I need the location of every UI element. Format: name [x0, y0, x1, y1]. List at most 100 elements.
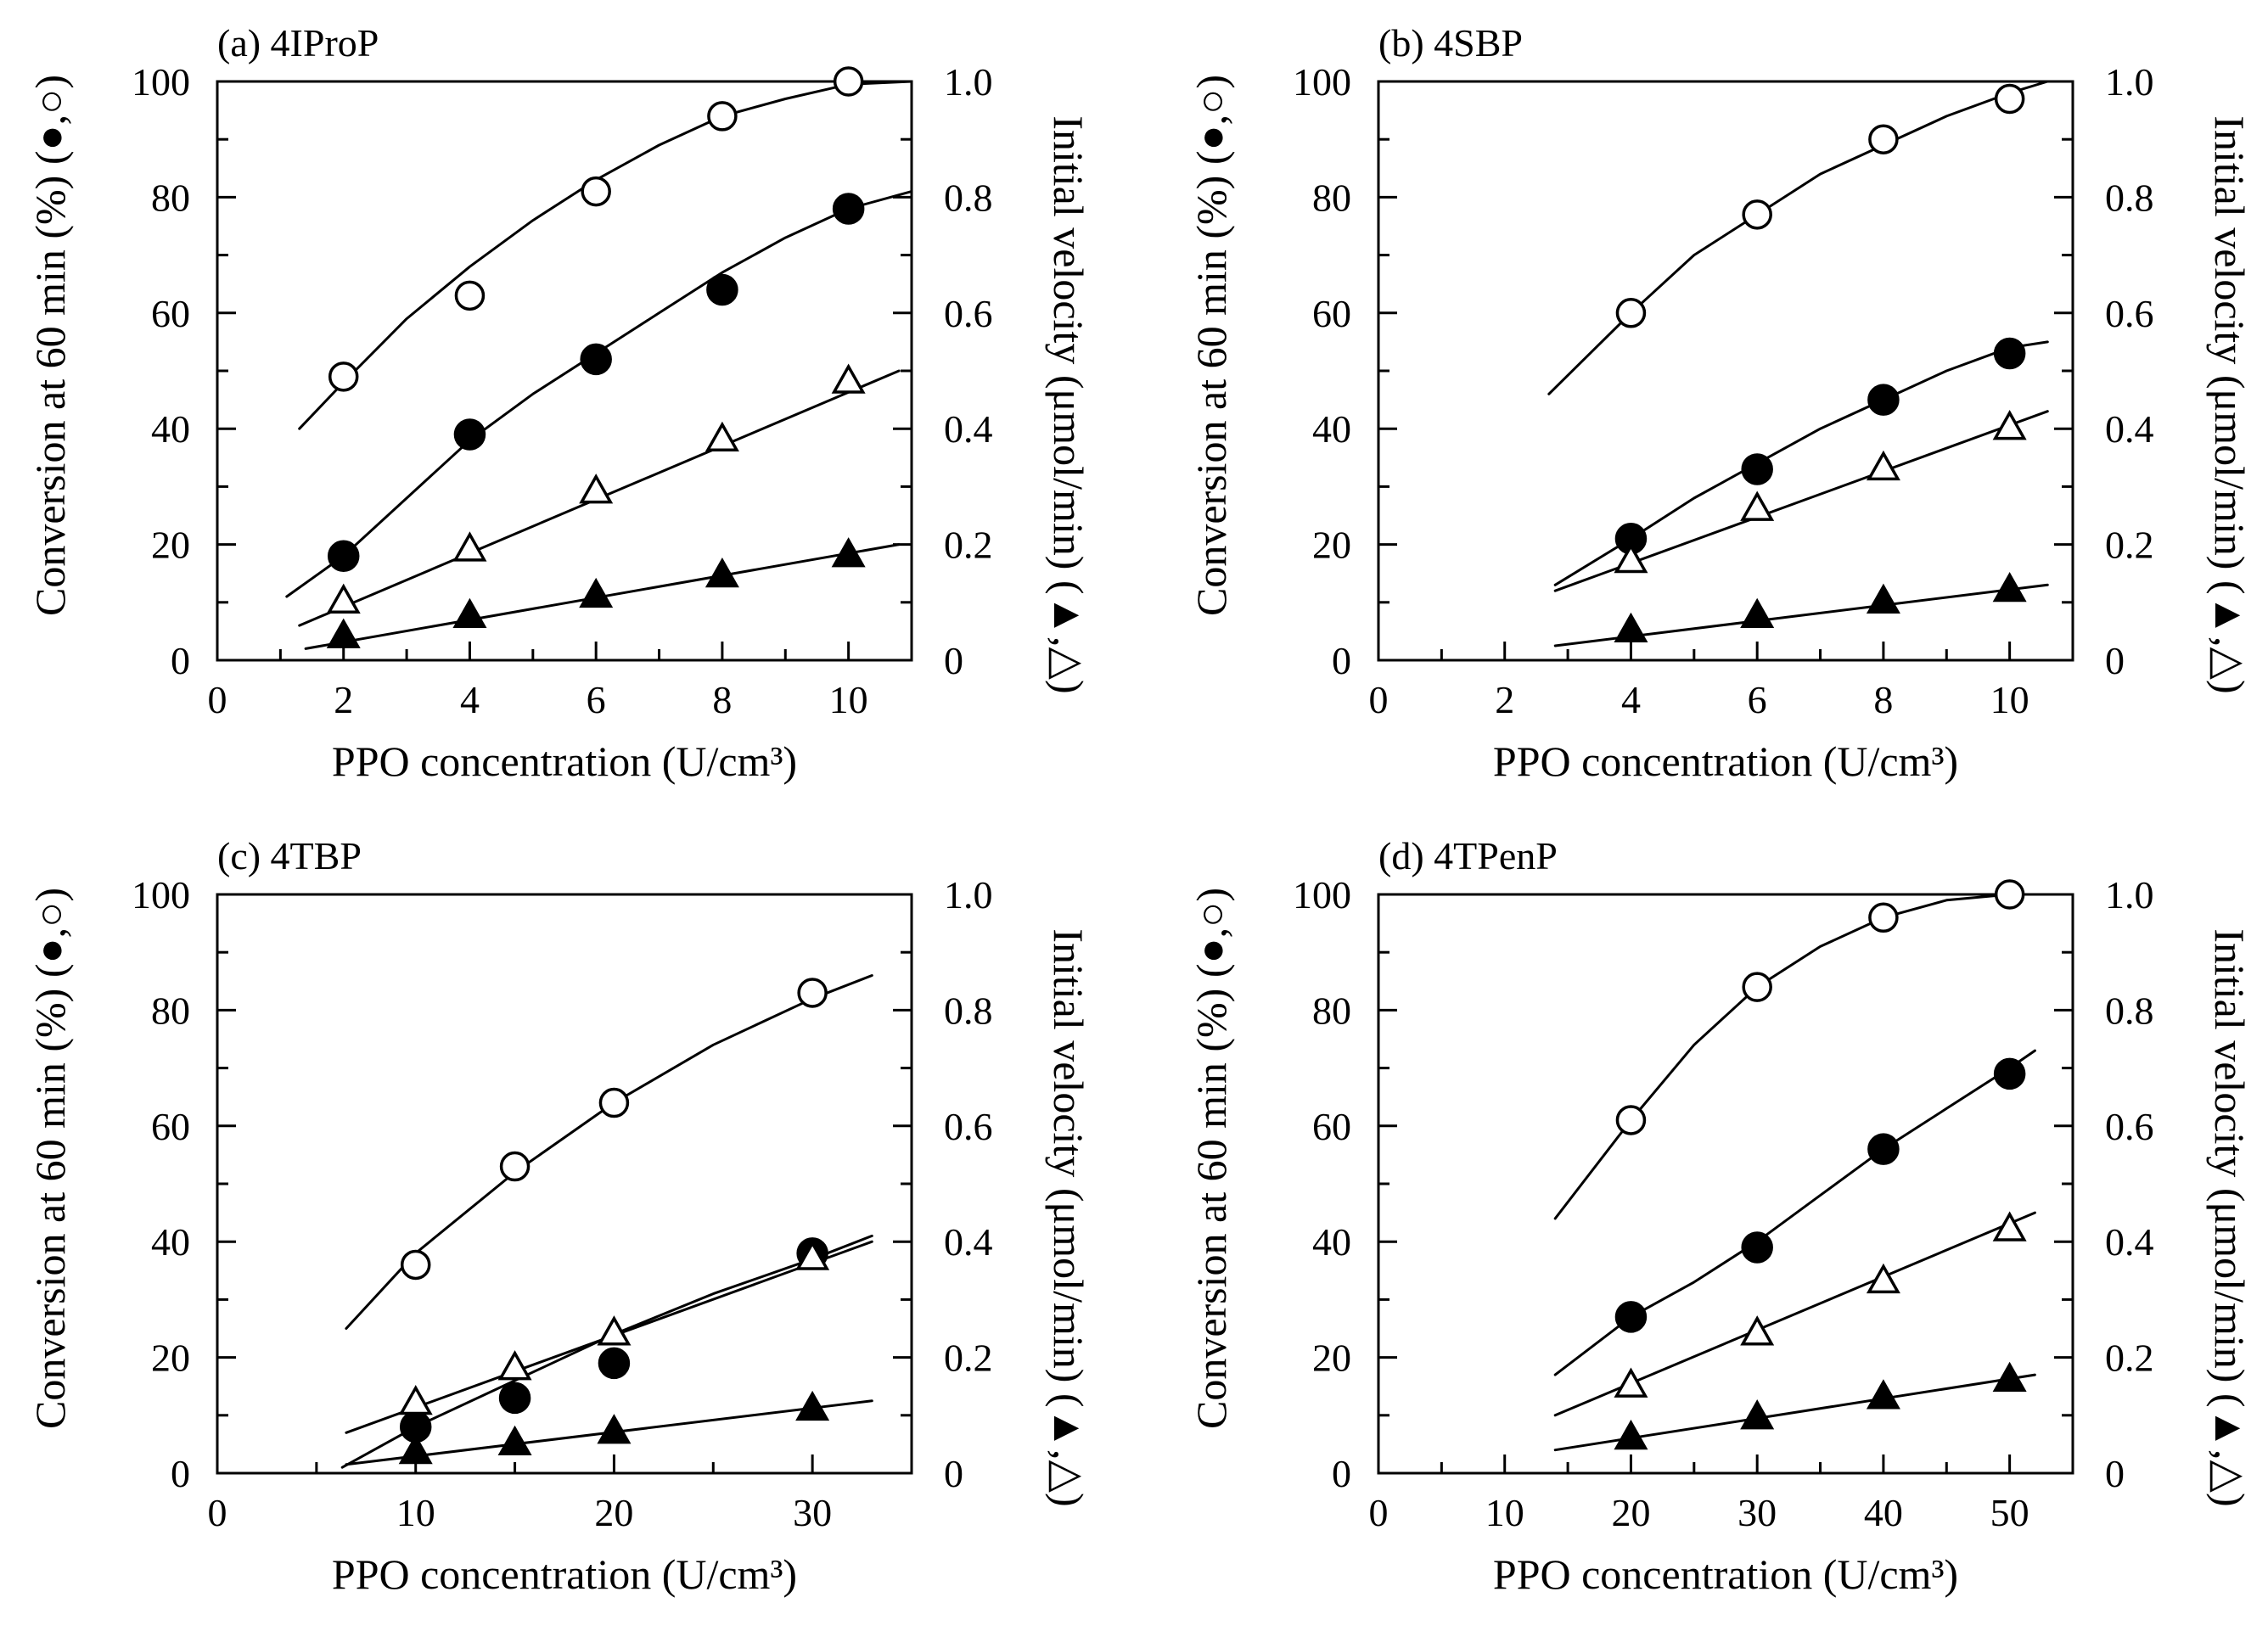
- x-tick-label: 2: [334, 678, 353, 721]
- data-point-open-triangle: [1992, 1211, 2027, 1241]
- y-left-tick-label: 0: [1332, 639, 1351, 682]
- x-tick-label: 0: [208, 678, 227, 721]
- x-axis-label: PPO concentration (U/cm³): [332, 737, 797, 785]
- x-tick-label: 6: [587, 678, 606, 721]
- y-left-tick-label: 60: [1312, 292, 1351, 335]
- y-right-tick-label: 0.8: [944, 176, 993, 219]
- data-point-open-triangle: [452, 531, 487, 562]
- y-left-tick-label: 40: [1312, 1220, 1351, 1264]
- panel-title: (a) 4IProP: [217, 21, 379, 64]
- panel-title: (b) 4SBP: [1378, 21, 1523, 64]
- y-right-axis-label: Initial velocity (μmol/min) (▲,△): [1045, 928, 1092, 1506]
- y-left-tick-label: 60: [151, 1105, 190, 1148]
- data-point-open-circle: [1994, 879, 2025, 910]
- y-left-tick-label: 0: [1332, 1452, 1351, 1495]
- y-right-tick-label: 0.8: [2105, 176, 2154, 219]
- data-point-filled-triangle: [398, 1433, 433, 1465]
- data-point-open-triangle: [1866, 450, 1900, 481]
- y-right-tick-label: 0: [2105, 639, 2125, 682]
- y-left-tick-label: 20: [151, 1337, 190, 1380]
- data-point-open-triangle: [1614, 542, 1648, 574]
- data-point-filled-circle: [1614, 1301, 1648, 1333]
- y-left-tick-label: 20: [151, 524, 190, 567]
- y-right-tick-label: 0.2: [944, 524, 993, 567]
- data-point-open-triangle: [1992, 410, 2027, 440]
- y-right-tick-label: 0: [944, 639, 963, 682]
- y-right-tick-label: 1.0: [2105, 873, 2154, 916]
- data-point-open-circle: [400, 1249, 431, 1281]
- data-point-open-circle: [1868, 124, 1899, 154]
- y-left-tick-label: 80: [151, 176, 190, 219]
- data-point-open-triangle: [1614, 1367, 1648, 1398]
- data-point-open-circle: [1868, 902, 1899, 933]
- data-point-open-triangle: [795, 1240, 830, 1270]
- y-right-tick-label: 0.2: [2105, 1337, 2154, 1380]
- y-right-tick-label: 0.6: [2105, 292, 2154, 335]
- fit-line-open-circle: [1547, 80, 2049, 395]
- data-point-filled-triangle: [452, 597, 487, 628]
- x-tick-label: 4: [460, 678, 480, 721]
- fit-line-filled-circle: [1553, 340, 2049, 586]
- x-tick-label: 10: [1485, 1491, 1524, 1534]
- x-tick-label: 30: [1737, 1491, 1777, 1534]
- data-point-open-circle: [1742, 199, 1772, 230]
- data-point-open-triangle: [497, 1350, 532, 1381]
- data-point-filled-circle: [1741, 1231, 1773, 1264]
- data-point-open-triangle: [597, 1315, 632, 1346]
- data-point-filled-circle: [1867, 1133, 1900, 1165]
- data-point-open-triangle: [1740, 490, 1775, 521]
- data-point-open-circle: [1994, 83, 2025, 115]
- x-tick-label: 40: [1864, 1491, 1903, 1534]
- data-point-open-circle: [328, 362, 359, 392]
- data-point-filled-triangle: [1614, 1419, 1648, 1450]
- y-right-axis-label: Initial velocity (μmol/min) (▲,△): [2206, 928, 2254, 1506]
- x-tick-label: 10: [396, 1491, 435, 1534]
- y-right-tick-label: 0.6: [944, 1105, 993, 1148]
- y-left-axis-label: Conversion at 60 min (%) (●,○): [1187, 888, 1235, 1429]
- data-point-filled-triangle: [705, 557, 739, 588]
- x-tick-label: 2: [1495, 678, 1514, 721]
- y-left-tick-label: 80: [151, 989, 190, 1032]
- chart-panel-3: 0 10 20 30 0 20 40 60 80 100 0 0.2 0.4 0.6 0.8 1.0 (c) 4…: [26, 834, 1092, 1598]
- data-point-filled-circle: [1993, 337, 2026, 370]
- data-point-open-circle: [833, 66, 864, 97]
- data-point-filled-triangle: [1992, 1361, 2027, 1393]
- data-point-open-circle: [499, 1151, 531, 1182]
- y-left-tick-label: 40: [151, 407, 190, 451]
- y-right-tick-label: 0.4: [2105, 407, 2154, 451]
- y-left-tick-label: 80: [1312, 176, 1351, 219]
- y-left-axis-label: Conversion at 60 min (%) (●,○): [26, 888, 74, 1429]
- data-point-open-circle: [598, 1087, 630, 1118]
- data-point-filled-circle: [1867, 384, 1900, 416]
- data-point-open-triangle: [705, 421, 739, 451]
- panel-title: (d) 4TPenP: [1378, 834, 1558, 877]
- data-point-filled-circle: [706, 273, 738, 306]
- y-right-tick-label: 0.4: [2105, 1220, 2154, 1264]
- x-tick-label: 8: [712, 678, 732, 721]
- x-tick-label: 8: [1873, 678, 1893, 721]
- data-point-filled-circle: [1741, 453, 1773, 485]
- x-tick-label: 10: [829, 678, 868, 721]
- data-point-filled-circle: [1993, 1057, 2026, 1090]
- y-left-tick-label: 20: [1312, 1337, 1351, 1380]
- y-right-tick-label: 0.6: [2105, 1105, 2154, 1148]
- y-left-tick-label: 20: [1312, 524, 1351, 567]
- fit-line-filled-circle: [285, 190, 913, 598]
- data-point-open-circle: [797, 978, 828, 1008]
- fit-line-open-circle: [1553, 893, 2036, 1220]
- data-point-filled-triangle: [1992, 572, 2027, 603]
- data-point-filled-circle: [498, 1382, 531, 1415]
- y-right-tick-label: 0.4: [944, 407, 993, 451]
- x-axis-label: PPO concentration (U/cm³): [1493, 737, 1958, 785]
- y-left-axis-label: Conversion at 60 min (%) (●,○): [26, 75, 74, 616]
- x-tick-label: 4: [1621, 678, 1641, 721]
- data-point-open-circle: [1615, 1105, 1647, 1135]
- data-point-filled-triangle: [1866, 583, 1900, 614]
- data-point-open-triangle: [579, 474, 614, 504]
- data-point-filled-triangle: [326, 618, 361, 648]
- data-point-open-circle: [581, 176, 611, 207]
- y-right-tick-label: 1.0: [944, 873, 993, 916]
- plot-frame: [216, 80, 913, 662]
